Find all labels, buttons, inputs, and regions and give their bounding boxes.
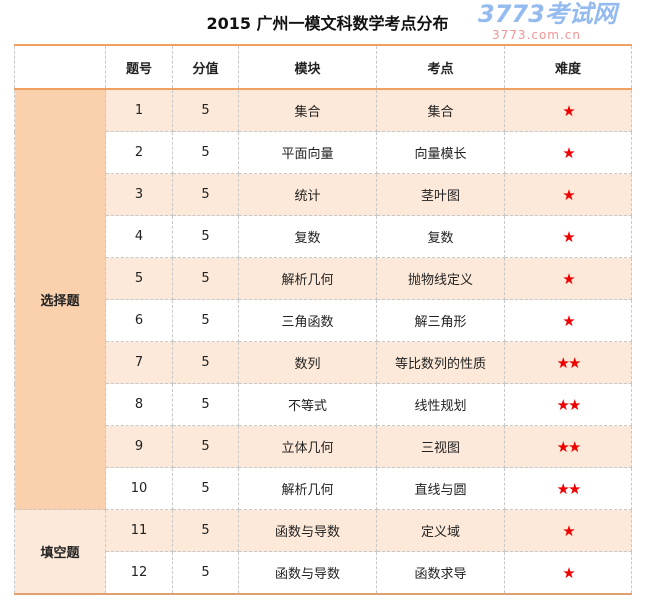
table-row: 5 5 解析几何 抛物线定义 ★ [15, 257, 632, 300]
table-row: 12 5 函数与导数 函数求导 ★ [15, 551, 632, 595]
difficulty-cell: ★ [504, 131, 632, 174]
score-cell: 5 [172, 88, 239, 132]
score-cell: 5 [172, 257, 239, 300]
star-icon: ★ [562, 563, 576, 582]
header-row: 题号 分值 模块 考点 难度 [14, 44, 632, 90]
score-cell: 5 [172, 425, 239, 468]
point-cell: 线性规划 [376, 383, 505, 426]
star-icon: ★ [562, 521, 576, 540]
star-icon: ★ [562, 227, 576, 246]
difficulty-cell: ★ [504, 215, 632, 258]
difficulty-cell: ★ [504, 88, 632, 132]
score-cell: 5 [172, 341, 239, 384]
score-cell: 5 [172, 467, 239, 510]
number-cell: 10 [105, 467, 173, 510]
number-cell: 6 [105, 299, 173, 342]
number-cell: 4 [105, 215, 173, 258]
number-cell: 3 [105, 173, 173, 216]
table-row: 10 5 解析几何 直线与圆 ★★ [15, 467, 632, 510]
point-cell: 三视图 [376, 425, 505, 468]
header-module: 模块 [238, 44, 377, 90]
point-cell: 复数 [376, 215, 505, 258]
difficulty-cell: ★★ [504, 383, 632, 426]
point-cell: 集合 [376, 88, 505, 132]
star-icon: ★ [562, 185, 576, 204]
category-cell: 填空题 [14, 509, 106, 595]
module-cell: 立体几何 [238, 425, 377, 468]
exam-points-table: 题号 分值 模块 考点 难度 选择题 1 5 集合 集合 ★ 2 5 平面向量 向量模长 ★ 3 5 统计… [14, 44, 632, 595]
difficulty-cell: ★★ [504, 425, 632, 468]
module-cell: 三角函数 [238, 299, 377, 342]
score-cell: 5 [172, 383, 239, 426]
point-cell: 直线与圆 [376, 467, 505, 510]
star-icon: ★★ [556, 353, 582, 372]
header-category [14, 44, 106, 90]
header-score: 分值 [172, 44, 239, 90]
module-cell: 数列 [238, 341, 377, 384]
table-row: 4 5 复数 复数 ★ [15, 215, 632, 258]
table-row: 填空题 11 5 函数与导数 定义域 ★ [14, 509, 632, 595]
table-row: 7 5 数列 等比数列的性质 ★★ [15, 341, 632, 384]
module-cell: 解析几何 [238, 467, 377, 510]
point-cell: 函数求导 [376, 551, 505, 595]
number-cell: 11 [105, 509, 173, 552]
number-cell: 8 [105, 383, 173, 426]
star-icon: ★ [562, 269, 576, 288]
point-cell: 定义域 [376, 509, 505, 552]
difficulty-cell: ★ [504, 551, 632, 595]
score-cell: 5 [172, 215, 239, 258]
watermark-logo: 3773考试网 [478, 0, 617, 28]
table-title: 2015 广州一模文科数学考点分布 [206, 14, 449, 33]
score-cell: 5 [172, 299, 239, 342]
point-cell: 抛物线定义 [376, 257, 505, 300]
module-cell: 函数与导数 [238, 509, 377, 552]
number-cell: 1 [105, 88, 173, 132]
module-cell: 复数 [238, 215, 377, 258]
difficulty-cell: ★ [504, 509, 632, 552]
difficulty-cell: ★ [504, 173, 632, 216]
star-icon: ★★ [556, 395, 582, 414]
star-icon: ★★ [556, 479, 582, 498]
difficulty-cell: ★★ [504, 341, 632, 384]
point-cell: 向量模长 [376, 131, 505, 174]
header-point: 考点 [376, 44, 505, 90]
header-number: 题号 [105, 44, 173, 90]
difficulty-cell: ★ [504, 299, 632, 342]
star-icon: ★ [562, 143, 576, 162]
number-cell: 5 [105, 257, 173, 300]
point-cell: 茎叶图 [376, 173, 505, 216]
module-cell: 集合 [238, 88, 377, 132]
header-difficulty: 难度 [504, 44, 632, 90]
module-cell: 函数与导数 [238, 551, 377, 595]
watermark-url: 3773.com.cn [492, 28, 581, 42]
number-cell: 12 [105, 551, 173, 595]
number-cell: 9 [105, 425, 173, 468]
score-cell: 5 [172, 551, 239, 595]
module-cell: 统计 [238, 173, 377, 216]
table-row: 9 5 立体几何 三视图 ★★ [15, 425, 632, 468]
module-cell: 平面向量 [238, 131, 377, 174]
table-row: 6 5 三角函数 解三角形 ★ [15, 299, 632, 342]
score-cell: 5 [172, 131, 239, 174]
point-cell: 解三角形 [376, 299, 505, 342]
number-cell: 7 [105, 341, 173, 384]
difficulty-cell: ★ [504, 257, 632, 300]
difficulty-cell: ★★ [504, 467, 632, 510]
table-row: 选择题 1 5 集合 集合 ★ [14, 88, 632, 510]
module-cell: 不等式 [238, 383, 377, 426]
star-icon: ★ [562, 101, 576, 120]
point-cell: 等比数列的性质 [376, 341, 505, 384]
module-cell: 解析几何 [238, 257, 377, 300]
table-row: 2 5 平面向量 向量模长 ★ [15, 131, 632, 174]
table-row: 8 5 不等式 线性规划 ★★ [15, 383, 632, 426]
star-icon: ★ [562, 311, 576, 330]
star-icon: ★★ [556, 437, 582, 456]
score-cell: 5 [172, 509, 239, 552]
table-row: 3 5 统计 茎叶图 ★ [15, 173, 632, 216]
number-cell: 2 [105, 131, 173, 174]
score-cell: 5 [172, 173, 239, 216]
category-cell: 选择题 [14, 88, 106, 510]
